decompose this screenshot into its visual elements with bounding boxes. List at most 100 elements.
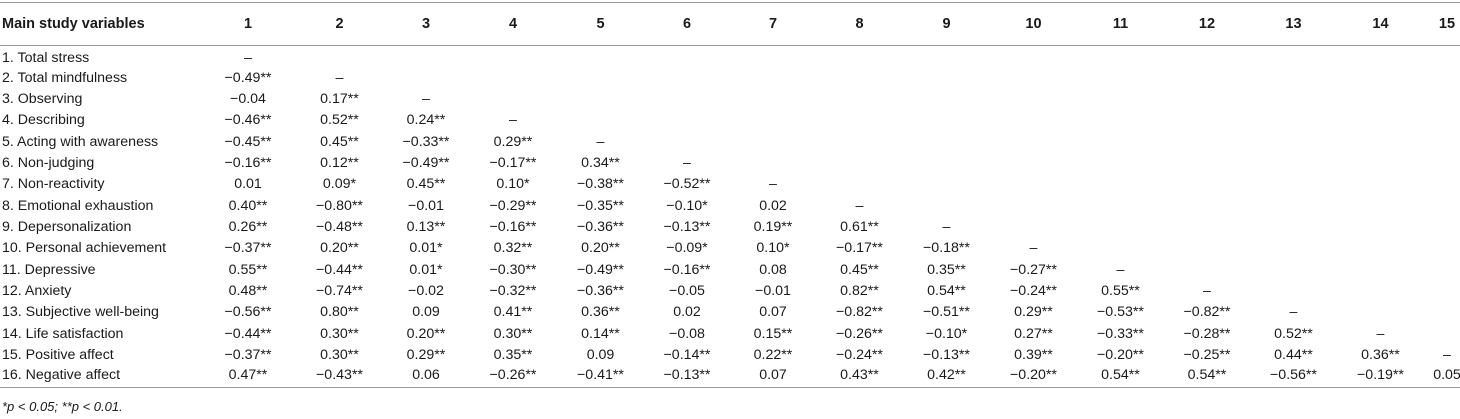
table-cell <box>1424 110 1460 131</box>
table-cell: 0.36** <box>1361 346 1400 363</box>
column-header: 15 <box>1424 2 1460 46</box>
column-header: 2 <box>296 2 383 46</box>
table-cell: 0.30** <box>493 325 533 342</box>
table-row: 1. Total stress – <box>0 46 1460 67</box>
table-cell: – <box>335 69 344 86</box>
table-cell <box>1424 280 1460 301</box>
table-cell: 0.07 <box>730 365 816 388</box>
table-cell: 0.26** <box>228 218 268 235</box>
table-cell: −0.26** <box>469 365 557 388</box>
table-cell: 0.29** <box>406 346 446 363</box>
table-cell <box>1424 88 1460 109</box>
table-cell: 0.06 <box>383 365 469 388</box>
table-cell <box>1250 216 1337 237</box>
column-header: 12 <box>1164 2 1250 46</box>
table-cell <box>1077 152 1164 173</box>
column-header: 13 <box>1250 2 1337 46</box>
table-cell: – <box>942 218 951 235</box>
table-body: 1. Total stress – 2. Total mindfulness −0.4… <box>0 46 1460 388</box>
table-cell <box>1164 110 1250 131</box>
table-cell <box>990 110 1077 131</box>
table-cell: 0.09 <box>586 346 615 363</box>
table-cell <box>1337 88 1424 109</box>
table-cell: −0.49** <box>402 154 450 171</box>
table-cell <box>1250 152 1337 173</box>
table-cell <box>1250 131 1337 152</box>
table-cell <box>730 110 816 131</box>
table-cell: 0.39** <box>1014 346 1053 363</box>
table-header-row: Main study variables 1 2 3 4 5 6 7 8 9 10 11 12 13 14… <box>0 2 1460 46</box>
table-cell <box>1337 216 1424 237</box>
table-cell <box>1250 110 1337 131</box>
table-cell <box>1164 195 1250 216</box>
table-cell: – <box>244 50 252 67</box>
table-cell: −0.49** <box>577 261 624 278</box>
table-cell: – <box>1443 346 1451 363</box>
row-label: 6. Non-judging <box>2 154 95 171</box>
table-cell: −0.25** <box>1183 346 1231 363</box>
table-cell: 0.43** <box>816 365 903 388</box>
table-cell <box>990 88 1077 109</box>
table-cell: −0.05 <box>669 282 705 299</box>
table-cell: −0.20** <box>1097 346 1144 363</box>
table-cell <box>1337 110 1424 131</box>
row-label: 11. Depressive <box>2 261 96 278</box>
column-header: 1 <box>200 2 296 46</box>
column-header: 10 <box>990 2 1077 46</box>
row-label: 8. Emotional exhaustion <box>2 197 154 214</box>
table-row: 3. Observing −0.04 0.17** – <box>0 88 1460 109</box>
table-cell: −0.36** <box>577 218 624 235</box>
table-cell <box>1164 174 1250 195</box>
table-cell: −0.32** <box>489 282 537 299</box>
table-cell <box>903 46 990 67</box>
table-cell: −0.18** <box>923 240 970 257</box>
table-cell: −0.10* <box>666 197 708 214</box>
table-cell <box>1337 174 1424 195</box>
table-cell: −0.56** <box>224 304 272 321</box>
table-cell: 0.15** <box>753 325 793 342</box>
table-cell: 0.17** <box>320 90 359 107</box>
table-cell: 0.27** <box>1014 325 1053 342</box>
table-cell <box>1250 280 1337 301</box>
table-row: 13. Subjective well-being −0.56** 0.80** 0.… <box>0 302 1460 323</box>
table-row: 5. Acting with awareness −0.45** 0.45** −0.… <box>0 131 1460 152</box>
table-cell: 0.01 <box>234 176 262 193</box>
table-cell: 0.14** <box>581 325 620 342</box>
table-cell: 0.45** <box>320 133 359 150</box>
row-label: 13. Subjective well-being <box>2 304 159 321</box>
table-cell: −0.82** <box>1183 304 1231 321</box>
table-cell: −0.37** <box>224 240 272 257</box>
table-cell <box>1164 67 1250 88</box>
table-cell: 0.30** <box>320 346 359 363</box>
table-cell: −0.29** <box>489 197 537 214</box>
table-cell <box>816 67 903 88</box>
table-cell <box>1077 216 1164 237</box>
column-header: 4 <box>469 2 557 46</box>
table-cell <box>1424 152 1460 173</box>
table-cell <box>644 46 730 67</box>
table-cell: 0.01* <box>409 240 443 257</box>
table-cell <box>730 131 816 152</box>
table-row: 16. Negative affect 0.47** −0.43** 0.06 −0.2… <box>0 365 1460 388</box>
table-cell <box>1250 174 1337 195</box>
table-cell <box>469 67 557 88</box>
table-cell: 0.42** <box>903 365 990 388</box>
table-cell <box>730 46 816 67</box>
table-cell: 0.54** <box>927 282 966 299</box>
table-cell: −0.24** <box>836 346 883 363</box>
table-cell <box>1164 152 1250 173</box>
table-cell <box>816 152 903 173</box>
table-cell <box>990 67 1077 88</box>
table-cell: −0.46** <box>224 112 272 129</box>
table-cell: 0.54** <box>1077 365 1164 388</box>
table-cell <box>1077 67 1164 88</box>
table-cell <box>644 110 730 131</box>
table-cell: −0.52** <box>663 176 711 193</box>
table-cell: −0.16** <box>663 261 711 278</box>
table-cell <box>1077 88 1164 109</box>
table-cell <box>1337 280 1424 301</box>
table-cell: −0.30** <box>489 261 537 278</box>
table-row: 7. Non-reactivity 0.01 0.09* 0.45** 0.10* −0.… <box>0 174 1460 195</box>
table-cell <box>1077 238 1164 259</box>
table-cell <box>383 67 469 88</box>
